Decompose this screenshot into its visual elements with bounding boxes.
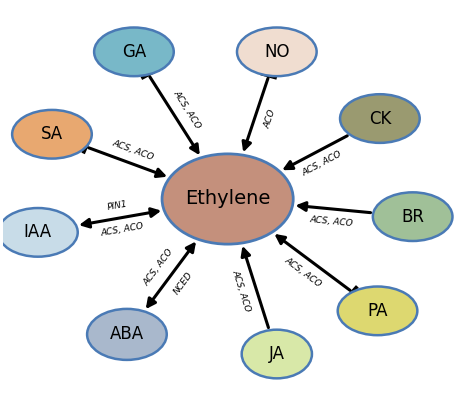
Text: ACS, ACO: ACS, ACO xyxy=(301,150,343,178)
Ellipse shape xyxy=(237,27,317,76)
Text: ACO: ACO xyxy=(263,109,277,130)
Text: PA: PA xyxy=(367,302,388,320)
Text: BR: BR xyxy=(401,208,424,226)
Ellipse shape xyxy=(337,287,417,335)
Text: NCED: NCED xyxy=(172,270,194,296)
Text: PIN1: PIN1 xyxy=(107,199,128,212)
Text: ACS, ACO: ACS, ACO xyxy=(230,268,252,312)
Text: GA: GA xyxy=(122,43,146,61)
Text: SA: SA xyxy=(41,125,63,143)
Text: ACS, ACO: ACS, ACO xyxy=(283,256,323,289)
Ellipse shape xyxy=(340,94,419,143)
Text: ABA: ABA xyxy=(110,326,144,343)
Ellipse shape xyxy=(162,154,293,244)
Text: CK: CK xyxy=(369,109,391,127)
Text: ACS, ACO: ACS, ACO xyxy=(111,139,155,162)
Text: ACS, ACO: ACS, ACO xyxy=(142,248,175,288)
Text: IAA: IAA xyxy=(24,223,52,241)
Text: NO: NO xyxy=(264,43,290,61)
Ellipse shape xyxy=(373,192,453,241)
Ellipse shape xyxy=(12,110,92,158)
Text: JA: JA xyxy=(269,345,285,363)
Text: ACS, ACO: ACS, ACO xyxy=(310,215,354,228)
Text: Ethylene: Ethylene xyxy=(185,189,270,209)
Text: ACS, ACO: ACS, ACO xyxy=(100,222,145,238)
Ellipse shape xyxy=(94,27,174,76)
Ellipse shape xyxy=(0,208,78,257)
Ellipse shape xyxy=(242,330,312,378)
Ellipse shape xyxy=(87,309,167,360)
Text: ACS, ACO: ACS, ACO xyxy=(172,89,203,130)
